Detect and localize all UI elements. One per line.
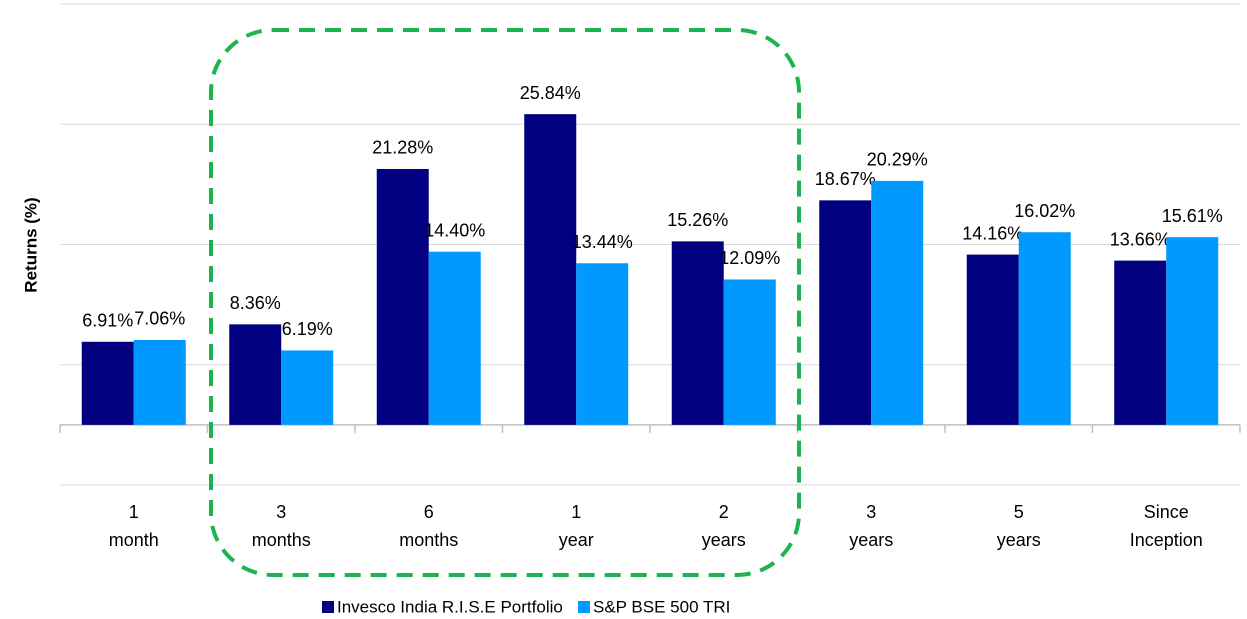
bar: [1114, 260, 1167, 425]
x-tick-label: years: [702, 530, 746, 550]
data-label: 18.67%: [815, 169, 876, 189]
x-tick-label: 5: [1014, 502, 1024, 522]
bar: [576, 263, 629, 425]
x-tick-label: month: [109, 530, 159, 550]
bar: [281, 350, 334, 425]
data-label: 14.16%: [962, 223, 1023, 243]
x-tick-label: 3: [276, 502, 286, 522]
data-label: 15.26%: [667, 210, 728, 230]
x-tick-label: 1: [129, 502, 139, 522]
bar: [966, 254, 1019, 425]
data-label: 21.28%: [372, 138, 433, 158]
bar: [671, 241, 724, 425]
bar: [376, 168, 429, 425]
data-label: 13.66%: [1110, 229, 1171, 249]
x-tick-label: 2: [719, 502, 729, 522]
legend-label: S&P BSE 500 TRI: [593, 597, 730, 616]
bar: [428, 251, 481, 425]
x-tick-label: years: [997, 530, 1041, 550]
highlight-box: [209, 28, 801, 577]
x-tick-label: Since: [1144, 502, 1189, 522]
data-label: 6.91%: [82, 311, 133, 331]
data-label: 13.44%: [572, 232, 633, 252]
x-tick-label: months: [252, 530, 311, 550]
data-label: 8.36%: [230, 293, 281, 313]
data-label: 6.19%: [282, 319, 333, 339]
data-label: 16.02%: [1014, 201, 1075, 221]
data-label: 25.84%: [520, 83, 581, 103]
bar: [723, 279, 776, 425]
bar: [81, 341, 134, 425]
legend-swatch: [322, 601, 334, 613]
data-label: 15.61%: [1162, 206, 1223, 226]
bar: [133, 339, 186, 425]
data-label: 7.06%: [134, 309, 185, 329]
bar: [229, 324, 282, 425]
legend-label: Invesco India R.I.S.E Portfolio: [337, 597, 563, 616]
bar: [524, 114, 577, 425]
data-label: 20.29%: [867, 150, 928, 170]
x-tick-label: year: [559, 530, 594, 550]
y-axis-label: Returns (%): [21, 197, 40, 292]
data-label: 14.40%: [424, 220, 485, 240]
bar: [1018, 232, 1071, 425]
x-tick-label: years: [849, 530, 893, 550]
legend-swatch: [578, 601, 590, 613]
data-label: 12.09%: [719, 248, 780, 268]
x-tick-label: 1: [571, 502, 581, 522]
x-tick-label: 3: [866, 502, 876, 522]
bar: [871, 180, 924, 425]
bar: [1166, 237, 1219, 425]
x-tick-label: Inception: [1130, 530, 1203, 550]
bar: [819, 200, 872, 425]
x-tick-label: 6: [424, 502, 434, 522]
x-tick-label: months: [399, 530, 458, 550]
